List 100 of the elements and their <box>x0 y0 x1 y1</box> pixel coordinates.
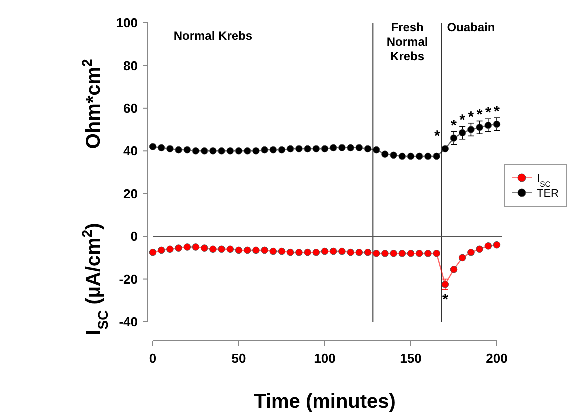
point <box>382 250 389 258</box>
legend-label: TER <box>537 188 560 200</box>
point <box>175 244 182 252</box>
point <box>407 152 415 160</box>
point <box>218 246 226 254</box>
point <box>149 143 157 151</box>
point <box>312 145 320 153</box>
point <box>484 122 492 130</box>
point <box>330 248 338 256</box>
point <box>338 144 346 152</box>
annotation: * <box>460 112 466 129</box>
point <box>226 246 234 254</box>
point <box>356 248 364 256</box>
point <box>210 147 217 155</box>
point <box>278 248 286 256</box>
point <box>296 145 303 153</box>
point <box>261 146 268 154</box>
annotation: Normal Krebs <box>174 29 253 44</box>
annotation: * <box>434 128 440 146</box>
point <box>210 246 217 254</box>
point <box>321 145 329 153</box>
point <box>286 145 294 153</box>
point <box>158 144 166 152</box>
point <box>200 244 208 252</box>
y-tick-label: 40 <box>124 144 138 159</box>
point <box>338 248 346 256</box>
x-tick-label: 200 <box>486 351 508 366</box>
point <box>416 152 424 160</box>
x-tick-label: 100 <box>314 351 336 366</box>
annotation: Fresh Normal Krebs <box>386 20 428 64</box>
point <box>372 146 380 154</box>
point <box>330 144 338 152</box>
y-tick-label: 0 <box>130 229 138 244</box>
point <box>442 280 450 288</box>
y-tick-label: -20 <box>119 272 138 287</box>
point <box>468 126 475 134</box>
point <box>458 129 466 137</box>
point <box>158 246 166 254</box>
point <box>175 146 182 154</box>
point <box>149 248 157 256</box>
point <box>252 147 260 155</box>
point <box>321 248 329 256</box>
annotation: * <box>468 108 474 126</box>
x-tick-label: 0 <box>149 351 157 366</box>
point <box>270 146 278 154</box>
annotation: * <box>442 292 448 309</box>
point <box>252 246 260 254</box>
annotation: * <box>451 117 458 134</box>
point <box>398 250 406 258</box>
point <box>244 246 252 254</box>
legend-label: I$_{SC}$ <box>537 172 552 188</box>
point <box>364 248 372 256</box>
point <box>493 120 501 128</box>
point <box>424 250 432 258</box>
y-tick-label: 60 <box>124 100 138 116</box>
point <box>278 146 286 154</box>
point <box>166 246 174 254</box>
point <box>476 124 484 132</box>
point <box>184 244 192 251</box>
point <box>270 248 278 256</box>
annotation: * <box>485 104 492 122</box>
point <box>235 246 243 254</box>
annotation: * <box>476 106 483 124</box>
y-tick-label: 80 <box>124 58 138 74</box>
x-tick-label: 150 <box>400 351 422 366</box>
point <box>192 244 200 251</box>
point <box>493 241 501 249</box>
point <box>450 134 458 142</box>
point <box>372 250 380 258</box>
point <box>390 152 398 160</box>
point <box>390 250 398 258</box>
point <box>166 145 174 153</box>
point <box>226 147 234 155</box>
x-axis-title: Time (minutes) <box>254 391 396 413</box>
point <box>347 248 354 256</box>
point <box>200 147 208 155</box>
point <box>468 248 475 256</box>
point <box>450 266 458 274</box>
point <box>364 145 372 153</box>
annotation: Ouabain <box>447 20 496 35</box>
annotation: * <box>494 103 500 120</box>
point <box>356 144 364 152</box>
point <box>407 250 415 258</box>
point <box>235 147 243 155</box>
point <box>433 152 440 160</box>
point <box>192 147 200 155</box>
point <box>244 147 252 155</box>
point <box>442 145 450 153</box>
point <box>484 242 492 250</box>
y-tick-label: -40 <box>119 314 138 330</box>
point <box>476 246 484 254</box>
point <box>286 248 294 256</box>
point <box>398 152 406 160</box>
point <box>304 248 312 256</box>
point <box>296 248 303 256</box>
point <box>261 246 268 254</box>
point <box>458 254 466 262</box>
point <box>218 147 226 155</box>
point <box>184 146 192 154</box>
point <box>416 250 424 258</box>
